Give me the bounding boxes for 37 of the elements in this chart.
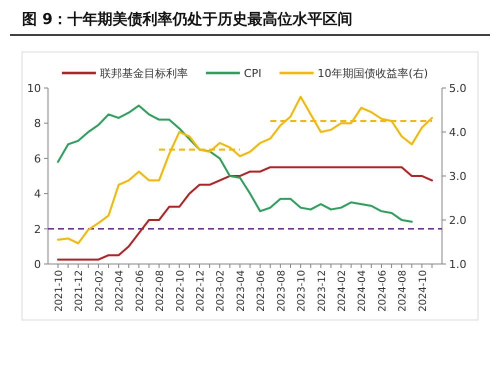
x-tick-label: 2023-12 [316, 270, 328, 312]
y2-tick-label: 1.0 [449, 258, 466, 271]
x-tick-label: 2021-10 [54, 270, 65, 312]
legend-label: 10年期国债收益率(右) [317, 67, 428, 80]
y-tick-label: 2 [34, 222, 41, 236]
legend-label: 联邦基金目标利率 [100, 67, 188, 80]
x-tick-label: 2023-02 [216, 270, 227, 312]
x-tick-label: 2023-10 [296, 270, 308, 312]
y-tick-label: 10 [27, 82, 41, 95]
x-tick-label: 2022-10 [175, 270, 186, 312]
x-tick-label: 2022-06 [134, 270, 146, 312]
x-tick-label: 2024-06 [377, 270, 388, 312]
y2-tick-label: 2.0 [449, 214, 466, 227]
y-tick-label: 6 [34, 152, 41, 166]
x-tick-label: 2024-02 [337, 270, 348, 312]
chart-title: 图 9：十年期美债利率仍处于历史最高位水平区间 [22, 10, 353, 28]
x-tick-label: 2023-08 [276, 270, 288, 312]
y2-tick-label: 3.0 [449, 170, 466, 183]
x-tick-label: 2021-12 [74, 270, 86, 312]
x-tick-label: 2022-02 [94, 270, 106, 312]
line-series [57, 96, 433, 244]
x-tick-label: 2024-08 [398, 270, 409, 312]
line-series [57, 166, 433, 261]
x-tick-label: 2022-04 [114, 270, 126, 312]
legend-label: CPI [244, 67, 262, 80]
x-tick-label: 2022-12 [196, 270, 207, 312]
x-tick-label: 2024-04 [357, 270, 368, 312]
x-tick-label: 2022-08 [155, 270, 166, 312]
y-tick-label: 8 [34, 117, 41, 130]
y-tick-label: 0 [34, 258, 41, 271]
y2-tick-label: 5.0 [449, 82, 466, 95]
x-tick-label: 2024-10 [418, 270, 429, 312]
x-tick-label: 2023-06 [256, 270, 268, 312]
y-tick-label: 4 [34, 188, 41, 201]
x-tick-label: 2023-04 [236, 270, 247, 312]
y2-tick-label: 4.0 [449, 126, 466, 139]
line-series [57, 104, 413, 223]
